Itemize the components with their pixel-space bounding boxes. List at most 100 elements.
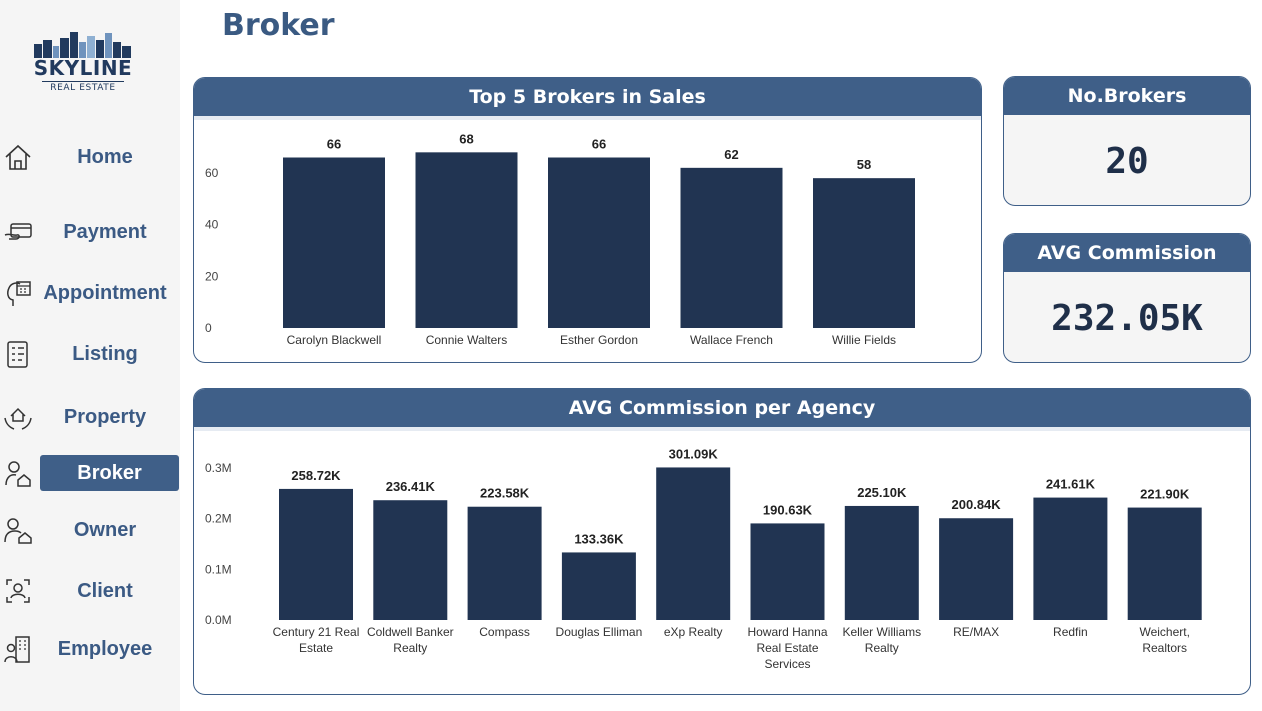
x-tick-label: Carolyn Blackwell: [287, 333, 382, 347]
data-label: 66: [327, 137, 341, 152]
x-tick-label: Douglas Elliman: [556, 625, 643, 639]
y-tick-label: 0.0M: [205, 613, 232, 627]
sidebar-item-employee[interactable]: Employee: [0, 631, 180, 667]
sidebar-item-label: Listing: [72, 343, 138, 365]
home-icon: [5, 144, 31, 170]
bar: [1127, 507, 1202, 620]
data-label: 133.36K: [574, 531, 624, 546]
property-icon: [4, 407, 32, 430]
bar: [1033, 497, 1108, 620]
sidebar-item-label: Owner: [73, 519, 137, 541]
data-label: 66: [592, 137, 606, 152]
top-brokers-title: Top 5 Brokers in Sales: [194, 78, 981, 120]
y-tick-label: 0.2M: [205, 512, 232, 526]
data-label: 223.58K: [480, 486, 530, 501]
employee-icon: [4, 636, 30, 663]
sidebar-item-home[interactable]: Home: [0, 139, 180, 175]
top-brokers-card: Top 5 Brokers in Sales 0 20 40 60 66 Carolyn …: [193, 77, 982, 363]
bar: [283, 157, 385, 328]
sidebar-item-appointment[interactable]: Appointment: [0, 275, 180, 311]
x-tick-label: Services: [764, 657, 810, 671]
bar: [680, 167, 783, 328]
skyline-city-icon: [34, 32, 131, 58]
data-label: 58: [857, 157, 871, 172]
avg-commission-value: 232.05K: [1051, 298, 1203, 339]
sidebar: SKYLINE REAL ESTATE Home Payment Appoint…: [0, 0, 180, 711]
sidebar-item-label: Payment: [63, 221, 147, 243]
x-tick-label: Howard Hanna: [747, 625, 827, 639]
agency-commission-title: AVG Commission per Agency: [194, 389, 1250, 431]
client-icon: [6, 579, 30, 603]
y-tick-label: 60: [205, 166, 219, 180]
sidebar-item-client[interactable]: Client: [0, 573, 180, 609]
brokers-count-card: No.Brokers 20: [1003, 76, 1251, 206]
x-tick-label: Century 21 Real: [273, 625, 360, 639]
x-tick-label: eXp Realty: [664, 625, 723, 639]
x-tick-label: Realty: [865, 641, 899, 655]
bar: [656, 467, 731, 620]
sidebar-item-payment[interactable]: Payment: [0, 214, 180, 250]
x-tick-label: Willie Fields: [832, 333, 896, 347]
sidebar-item-listing[interactable]: Listing: [0, 336, 180, 372]
y-tick-label: 0.1M: [205, 562, 232, 576]
brokers-count-title: No.Brokers: [1004, 77, 1250, 115]
bar: [548, 157, 650, 328]
x-tick-label: Redfin: [1053, 625, 1088, 639]
agency-commission-chart: 0.0M 0.1M 0.2M 0.3M 258.72K Century 21 Real Es…: [205, 446, 1202, 671]
brand-tagline: REAL ESTATE: [42, 81, 124, 94]
data-label: 258.72K: [291, 468, 341, 483]
listing-icon: [7, 341, 28, 368]
data-label: 190.63K: [763, 502, 813, 517]
bar: [279, 488, 353, 620]
owner-icon: [4, 518, 32, 544]
bar: [561, 552, 636, 620]
data-label: 236.41K: [386, 479, 436, 494]
sidebar-item-property[interactable]: Property: [0, 399, 180, 435]
brand-name: SKYLINE: [33, 56, 133, 80]
data-label: 68: [459, 131, 473, 146]
sidebar-item-label: Employee: [57, 638, 153, 660]
x-tick-label: Estate: [299, 641, 333, 655]
x-tick-label: Coldwell Banker: [367, 625, 454, 639]
data-label: 221.90K: [1140, 487, 1190, 502]
skyline-logo: SKYLINE REAL ESTATE: [28, 30, 138, 98]
x-tick-label: Weichert,: [1139, 625, 1189, 639]
bar: [415, 152, 518, 328]
bar: [467, 506, 542, 620]
sidebar-item-label: Property: [63, 406, 147, 428]
bar: [813, 178, 915, 328]
avg-commission-card: AVG Commission 232.05K: [1003, 233, 1251, 363]
top-brokers-chart: 0 20 40 60 66 Carolyn Blackwell 68 Connie Walte…: [205, 131, 915, 347]
sidebar-item-label: Client: [77, 580, 133, 602]
x-tick-label: Realty: [393, 641, 427, 655]
data-label: 62: [724, 147, 738, 162]
y-tick-label: 0.3M: [205, 461, 232, 475]
broker-icon: [5, 461, 31, 487]
page-title: Broker: [222, 8, 335, 43]
x-tick-label: Connie Walters: [426, 333, 508, 347]
data-label: 200.84K: [952, 497, 1002, 512]
data-label: 241.61K: [1046, 477, 1096, 492]
bar: [750, 523, 825, 620]
payment-icon: [4, 223, 32, 240]
sidebar-item-label: Broker: [40, 455, 179, 491]
avg-commission-title: AVG Commission: [1004, 234, 1250, 272]
x-tick-label: Keller Williams: [842, 625, 921, 639]
sidebar-item-owner[interactable]: Owner: [0, 512, 180, 548]
x-tick-label: RE/MAX: [953, 625, 999, 639]
sidebar-item-label: Home: [77, 146, 133, 168]
x-tick-label: Wallace French: [690, 333, 773, 347]
y-tick-label: 20: [205, 269, 219, 283]
appointment-icon: [7, 281, 31, 306]
sidebar-item-broker[interactable]: Broker: [0, 455, 180, 491]
bar: [373, 500, 448, 620]
x-tick-label: Compass: [479, 625, 530, 639]
brokers-count-value: 20: [1105, 141, 1149, 182]
x-tick-label: Real Estate: [756, 641, 818, 655]
agency-commission-card: AVG Commission per Agency 0.0M 0.1M 0.2M 0.…: [193, 388, 1251, 695]
y-tick-label: 40: [205, 218, 219, 232]
sidebar-item-label: Appointment: [43, 282, 167, 304]
x-tick-label: Realtors: [1142, 641, 1187, 655]
bar: [939, 518, 1014, 620]
data-label: 225.10K: [857, 485, 907, 500]
